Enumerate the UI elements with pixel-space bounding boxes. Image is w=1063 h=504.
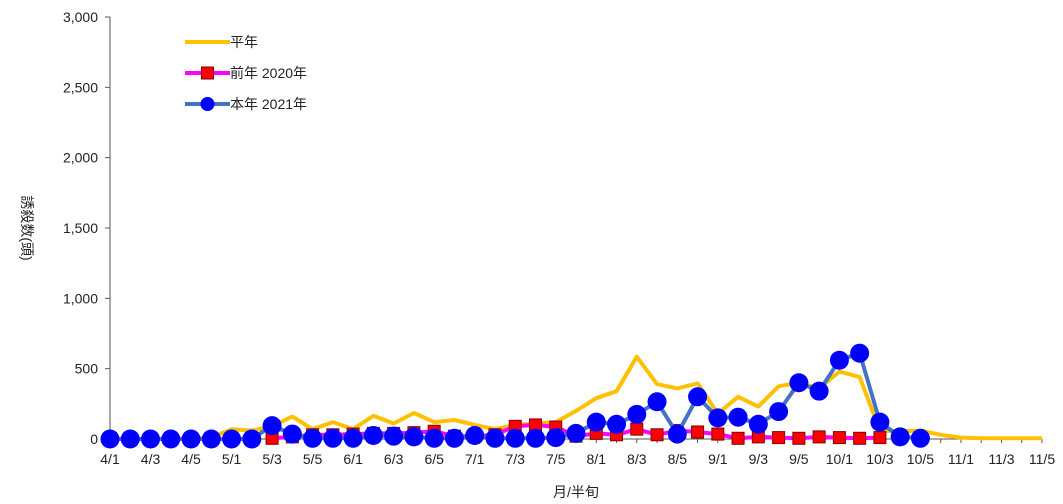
x-tick-label: 9/1 [708, 451, 728, 467]
x-tick-label: 10/3 [866, 451, 893, 467]
data-point [769, 402, 789, 422]
x-tick-label: 5/3 [262, 451, 282, 467]
data-point [890, 427, 910, 447]
x-tick-label: 8/5 [668, 451, 688, 467]
data-point [691, 425, 705, 439]
x-tick-label: 10/5 [907, 451, 934, 467]
data-point [222, 429, 242, 449]
x-axis-label: 月/半旬 [553, 484, 599, 500]
x-tick-label: 7/3 [505, 451, 525, 467]
y-tick-label: 1,000 [63, 290, 98, 306]
x-tick-label: 8/3 [627, 451, 647, 467]
data-point [910, 428, 930, 448]
data-point [525, 428, 545, 448]
data-point [870, 412, 890, 432]
legend-label: 本年 2021年 [230, 96, 307, 112]
series-3 [100, 343, 930, 449]
data-point [566, 423, 586, 443]
data-point [546, 428, 566, 448]
data-point [303, 428, 323, 448]
data-point [262, 416, 282, 436]
data-point [708, 408, 728, 428]
x-tick-label: 9/5 [789, 451, 809, 467]
data-point [465, 425, 485, 445]
y-tick-label: 0 [90, 431, 98, 447]
data-point [586, 412, 606, 432]
data-point [850, 343, 870, 363]
data-point [384, 426, 404, 446]
x-tick-label: 4/1 [100, 451, 120, 467]
y-tick-label: 2,000 [63, 150, 98, 166]
data-point [792, 431, 806, 445]
data-point [404, 427, 424, 447]
x-tick-label: 4/5 [181, 451, 201, 467]
data-point [181, 429, 201, 449]
legend-swatch-marker [201, 66, 214, 80]
data-point [812, 430, 826, 444]
x-tick-label: 11/5 [1029, 451, 1055, 467]
chart-series [100, 343, 1042, 449]
data-point [505, 428, 525, 448]
data-point [485, 428, 505, 448]
data-point [343, 428, 363, 448]
x-tick-label: 6/3 [384, 451, 404, 467]
x-tick-label: 8/1 [587, 451, 607, 467]
x-tick-label: 11/1 [948, 451, 974, 467]
data-point [711, 427, 725, 441]
y-tick-label: 2,500 [63, 79, 98, 95]
x-tick-label: 5/1 [222, 451, 242, 467]
x-tick-label: 4/3 [141, 451, 161, 467]
data-point [853, 431, 867, 445]
y-tick-label: 3,000 [63, 9, 98, 25]
legend-label: 平年 [230, 34, 258, 50]
data-point [772, 431, 786, 445]
legend-entry: 平年 [185, 34, 258, 50]
x-tick-label: 5/5 [303, 451, 323, 467]
data-point [829, 350, 849, 370]
data-point [647, 392, 667, 412]
chart-axes: 0 500 1,000 1,500 2,000 2,500 3,000 4/1 4/3 4/5 5/… [63, 9, 1055, 467]
data-point [832, 431, 846, 445]
x-tick-label: 7/5 [546, 451, 566, 467]
data-point [748, 414, 768, 434]
y-axis-label: 誘殺数(頭) [19, 195, 35, 260]
data-point [789, 373, 809, 393]
data-point [667, 424, 687, 444]
data-point [363, 425, 383, 445]
data-point [282, 424, 302, 444]
y-tick-label: 1,500 [63, 220, 98, 236]
x-tick-label: 6/5 [424, 451, 444, 467]
data-point [444, 428, 464, 448]
data-point [809, 381, 829, 401]
data-point [141, 429, 161, 449]
legend-swatch-marker [200, 97, 215, 111]
data-point [688, 387, 708, 407]
data-point [731, 431, 745, 445]
data-point [728, 407, 748, 427]
x-tick-label: 9/3 [749, 451, 769, 467]
legend-entry: 本年 2021年 [185, 96, 307, 112]
x-tick-label: 6/1 [343, 451, 363, 467]
data-point [100, 429, 120, 449]
data-point [161, 429, 181, 449]
data-point [607, 414, 627, 434]
x-tick-label: 7/1 [465, 451, 485, 467]
x-tick-label: 11/3 [988, 451, 1014, 467]
data-point [424, 428, 444, 448]
data-point [323, 428, 343, 448]
data-point [627, 404, 647, 424]
data-point [120, 429, 140, 449]
x-tick-label: 10/1 [826, 451, 853, 467]
data-point [873, 431, 887, 445]
data-point [650, 428, 664, 442]
legend-label: 前年 2020年 [230, 65, 307, 81]
legend-entry: 前年 2020年 [185, 65, 307, 81]
data-point [201, 429, 221, 449]
data-point [630, 422, 644, 436]
data-point [242, 429, 262, 449]
y-tick-label: 500 [75, 361, 99, 377]
